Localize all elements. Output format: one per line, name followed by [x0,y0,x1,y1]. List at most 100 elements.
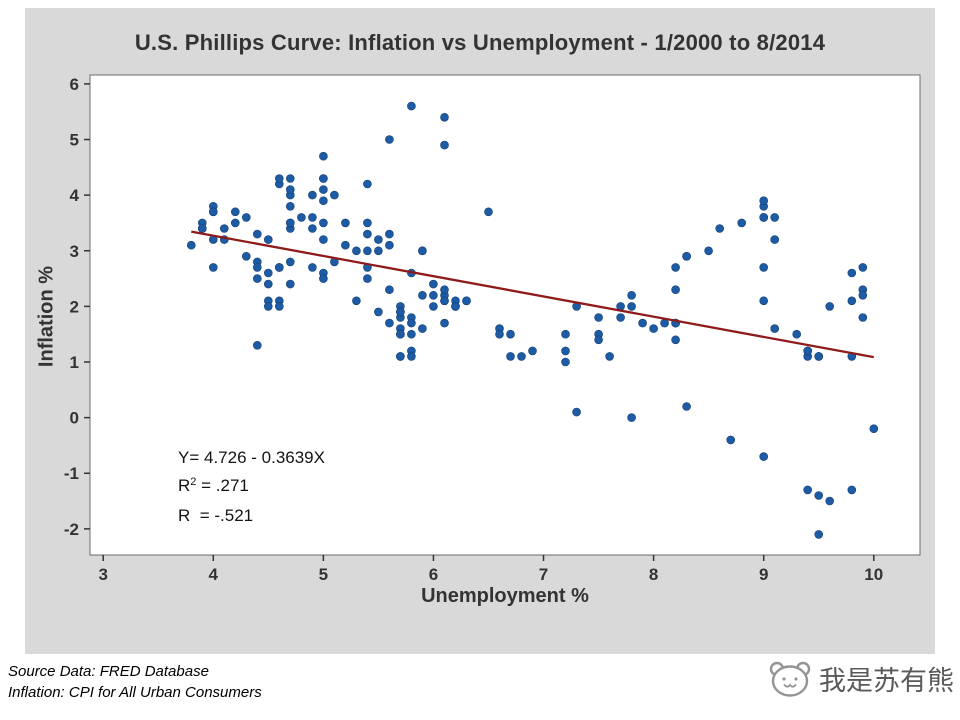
data-point [726,435,736,445]
data-point [506,329,515,339]
data-point [638,318,647,328]
x-tick-label: 7 [539,565,548,584]
data-point [561,346,570,356]
data-point [363,229,372,239]
data-point [814,530,824,539]
data-point [385,229,394,239]
data-point [759,263,769,272]
data-point [715,224,725,233]
data-point [627,290,636,300]
data-point [385,135,394,144]
data-point [297,213,306,222]
y-tick-label: 5 [70,131,79,150]
data-point [319,185,328,194]
data-point [220,224,229,233]
data-point [285,174,295,183]
chart-panel: U.S. Phillips Curve: Inflation vs Unempl… [25,8,935,654]
data-point [572,407,581,417]
source-footer: Source Data: FRED Database Inflation: CP… [8,661,262,703]
regression-annotation: Y= 4.726 - 0.3639X R2 = .271 R = -.521 [178,444,325,530]
y-tick-label: 2 [70,297,79,316]
data-point [253,229,262,239]
data-point [671,285,680,295]
data-point [627,413,636,422]
data-point [770,213,780,222]
data-point [770,235,780,244]
data-point [319,196,328,205]
data-point [352,246,361,256]
data-point [275,302,284,311]
data-point [418,290,427,300]
data-point [264,302,273,311]
data-point [506,352,515,361]
data-point [374,307,383,317]
x-axis-label: Unemployment % [421,585,589,607]
data-point [517,352,526,361]
data-point [418,246,427,256]
watermark-text: 我是苏有熊 [819,665,954,697]
data-point [198,224,207,233]
data-point [814,352,824,361]
data-point [363,179,372,189]
data-point [605,352,614,361]
data-point [484,207,493,217]
y-tick-label: 0 [70,409,79,428]
data-point [209,263,218,272]
data-point [858,263,868,272]
data-point [649,324,658,333]
data-point [319,174,328,183]
data-point [561,329,570,339]
data-point [253,263,262,272]
data-point [462,296,471,306]
data-point [671,335,680,345]
data-point [242,213,251,222]
data-point [803,346,813,356]
data-point [869,424,879,434]
y-tick-label: -2 [64,520,79,539]
data-point [627,302,636,311]
data-point [319,235,328,244]
data-point [385,240,394,250]
data-point [396,329,405,339]
data-point [396,352,405,361]
data-point [209,207,218,217]
data-point [418,324,427,333]
data-point [363,246,372,256]
x-tick-label: 3 [98,565,107,584]
data-point [275,263,284,272]
data-point [792,329,802,339]
y-tick-label: 3 [70,242,79,261]
data-point [319,218,328,228]
r-value: R = -.521 [178,506,254,525]
data-point [308,213,317,222]
data-point [308,263,317,272]
data-point [858,313,868,322]
data-point [704,246,713,256]
data-point [285,218,295,228]
x-tick-label: 6 [429,565,438,584]
data-point [374,235,383,244]
data-point [275,174,284,183]
data-point [285,202,295,211]
x-tick-label: 4 [209,565,219,584]
data-point [285,279,295,289]
data-point [847,268,857,278]
data-point [319,274,328,283]
data-point [847,485,857,495]
chart-title: U.S. Phillips Curve: Inflation vs Unempl… [134,30,826,55]
data-point [308,190,317,200]
data-point [308,224,317,233]
data-point [759,213,769,222]
data-point [737,218,747,228]
bear-logo-icon [769,661,811,697]
inflation-note-line: Inflation: CPI for All Urban Consumers [8,684,262,701]
data-point [682,252,691,261]
data-point [285,257,295,267]
x-tick-label: 9 [759,565,768,584]
data-point [285,185,295,194]
data-point [407,101,416,111]
data-point [759,452,769,461]
x-tick-label: 8 [649,565,658,584]
data-point [429,290,438,300]
